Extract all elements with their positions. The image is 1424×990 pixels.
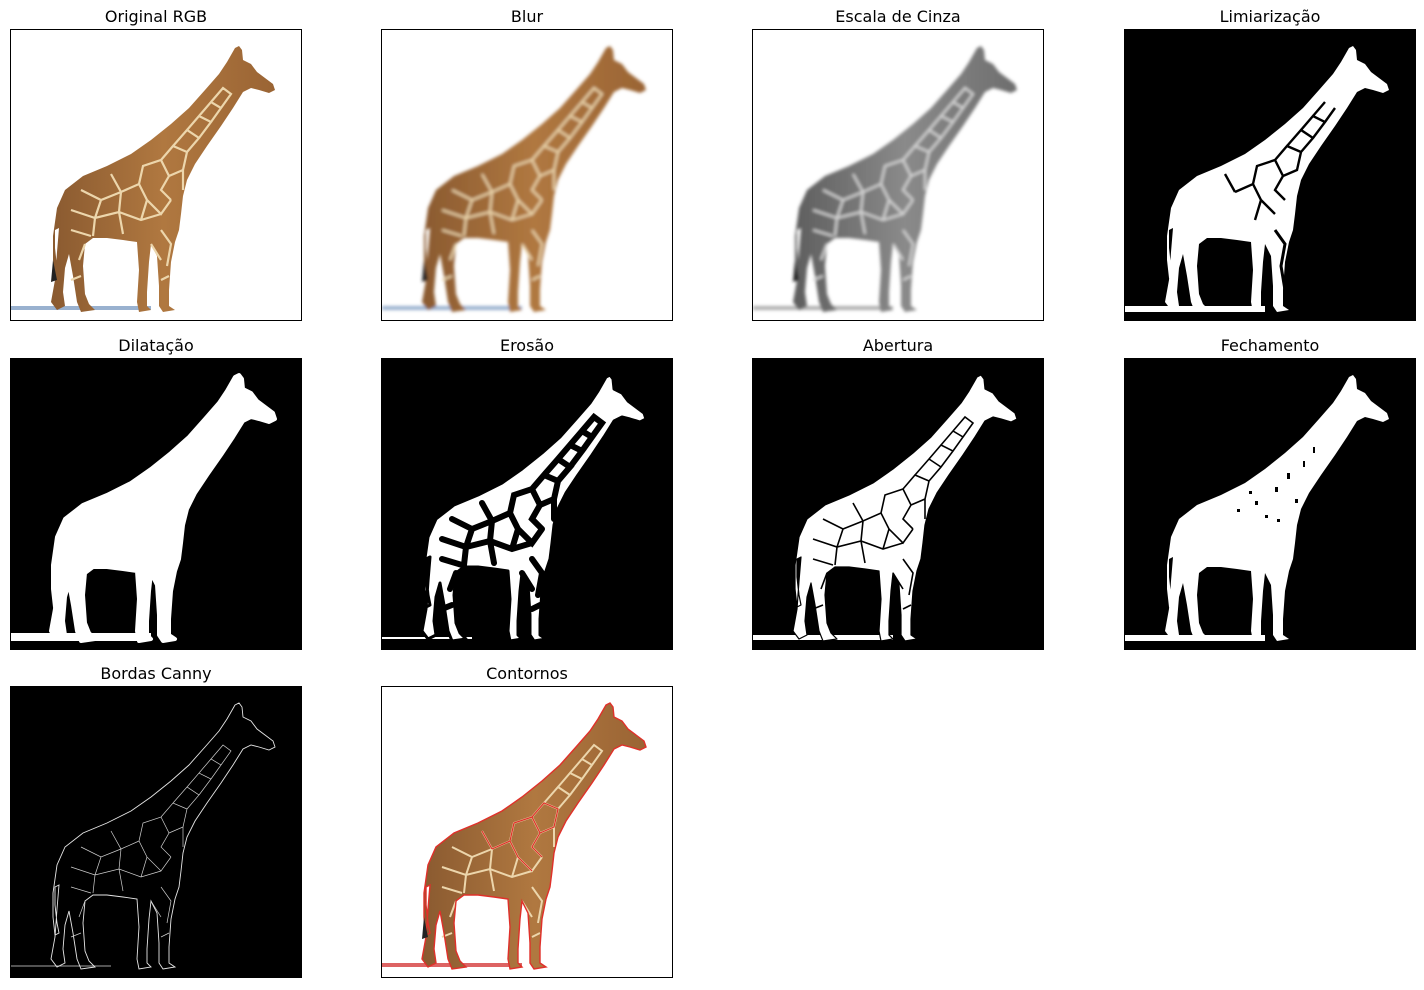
panel-title: Contornos bbox=[381, 662, 673, 686]
panel-title: Erosão bbox=[381, 334, 673, 358]
panel-grayscale: Escala de Cinza bbox=[752, 5, 1044, 321]
image-canny-edges bbox=[10, 686, 302, 978]
panel-title: Original RGB bbox=[10, 5, 302, 29]
image-contours bbox=[381, 686, 673, 978]
panel-canny-edges: Bordas Canny bbox=[10, 662, 302, 978]
panel-opening: Abertura bbox=[752, 334, 1044, 650]
image-erosion bbox=[381, 358, 673, 650]
image-grayscale bbox=[752, 29, 1044, 321]
panel-title: Fechamento bbox=[1124, 334, 1416, 358]
panel-title: Blur bbox=[381, 5, 673, 29]
image-opening bbox=[752, 358, 1044, 650]
panel-contours: Contornos bbox=[381, 662, 673, 978]
panel-title: Limiarização bbox=[1124, 5, 1416, 29]
panel-title: Dilatação bbox=[10, 334, 302, 358]
panel-title: Abertura bbox=[752, 334, 1044, 358]
panel-title: Bordas Canny bbox=[10, 662, 302, 686]
image-original-rgb bbox=[10, 29, 302, 321]
panel-blur: Blur bbox=[381, 5, 673, 321]
image-dilation bbox=[10, 358, 302, 650]
image-closing bbox=[1124, 358, 1416, 650]
panel-title: Escala de Cinza bbox=[752, 5, 1044, 29]
panel-original-rgb: Original RGB bbox=[10, 5, 302, 321]
panel-dilation: Dilatação bbox=[10, 334, 302, 650]
panel-threshold: Limiarização bbox=[1124, 5, 1416, 321]
image-threshold bbox=[1124, 29, 1416, 321]
panel-erosion: Erosão bbox=[381, 334, 673, 650]
image-blur bbox=[381, 29, 673, 321]
panel-closing: Fechamento bbox=[1124, 334, 1416, 650]
